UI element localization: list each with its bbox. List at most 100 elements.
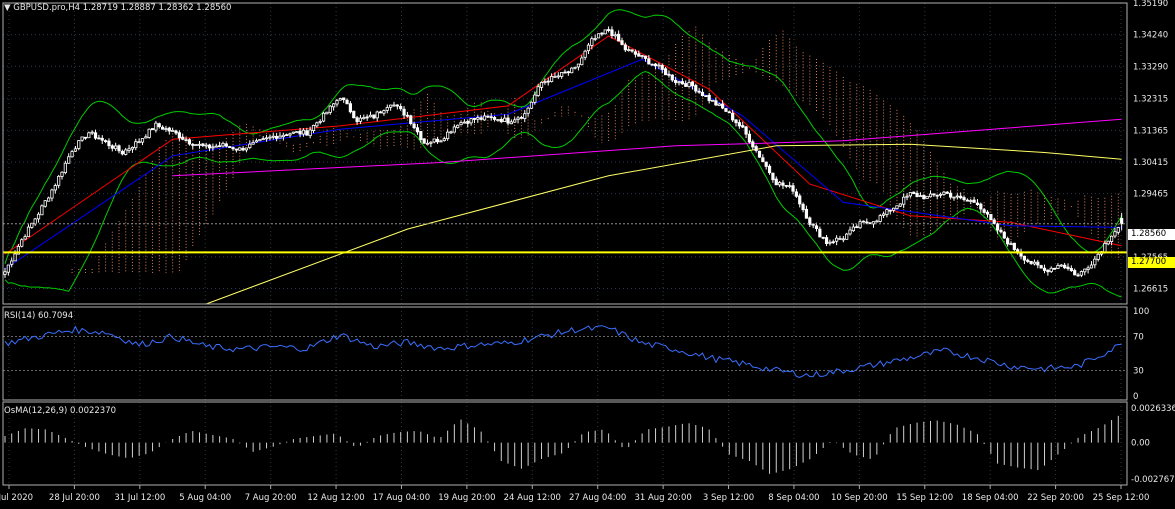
candle-body (53, 185, 57, 191)
candle-body (898, 203, 902, 207)
candle-body (83, 136, 88, 139)
candle-body (694, 85, 698, 92)
candle-body (804, 208, 809, 219)
candle-body (130, 146, 135, 150)
price-tick-label: 1.34240 (1133, 31, 1168, 41)
candle-body (603, 29, 607, 35)
candle-body (539, 82, 544, 88)
candle-body (415, 127, 420, 133)
candle-body (412, 123, 416, 129)
candle-body (670, 74, 674, 81)
candle-body (251, 142, 255, 145)
candle-body (93, 132, 98, 139)
candle-body (962, 197, 966, 201)
candle-body (553, 75, 557, 78)
candle-body (985, 211, 990, 215)
candle-body (596, 33, 601, 39)
candle-body (912, 191, 916, 195)
candle-body (556, 75, 560, 78)
candle-body (147, 128, 151, 138)
candle-body (392, 104, 396, 107)
time-tick-label: 5 Aug 04:00 (179, 493, 231, 503)
candle-body (881, 213, 886, 216)
candle-body (734, 119, 738, 124)
candle-body (26, 226, 31, 237)
candle-body (308, 129, 312, 137)
candle-body (573, 66, 577, 69)
candle-body (637, 53, 641, 57)
candle-body (43, 200, 47, 207)
candle-body (174, 130, 178, 134)
price-tick-label: 1.29465 (1133, 190, 1168, 200)
candle-body (710, 99, 715, 102)
candle-body (1032, 261, 1037, 265)
candle-body (1089, 264, 1094, 269)
candle-body (157, 123, 161, 128)
candle-body (583, 50, 587, 58)
candle-body (717, 103, 721, 106)
candle-body (761, 157, 765, 163)
candle-body (499, 119, 503, 123)
candle-body (278, 135, 282, 139)
candle-body (1009, 243, 1013, 246)
candle-body (1069, 268, 1073, 272)
candle-body (1073, 270, 1077, 276)
ma-magenta-line (172, 118, 1122, 177)
candle-body (731, 112, 735, 121)
hline-price-label[interactable]: 1.27700 (1128, 257, 1175, 268)
candle-body (258, 139, 262, 142)
candle-body (1052, 267, 1057, 270)
candle-body (724, 108, 728, 112)
candle-body (1103, 243, 1107, 253)
candle-body (184, 139, 188, 142)
candle-body (439, 140, 443, 143)
candle-body (492, 117, 497, 120)
candle-body (399, 105, 403, 110)
candle-body (965, 199, 969, 202)
candle-body (177, 132, 181, 139)
candle-body (114, 145, 118, 150)
candle-body (46, 197, 51, 202)
candle-body (261, 138, 265, 140)
candle-body (285, 134, 289, 137)
osma-tick-label: 0.0026336 (1131, 404, 1175, 414)
candle-body (727, 111, 731, 114)
candle-body (1012, 242, 1016, 250)
time-tick-label: 17 Aug 04:00 (373, 493, 430, 503)
candle-body (224, 143, 228, 147)
candle-body (667, 73, 671, 76)
time-tick-label: 28 Jul 20:00 (49, 493, 100, 503)
candle-body (533, 94, 537, 103)
candle-body (338, 98, 342, 101)
candle-body (234, 148, 238, 151)
candlestick-layer (3, 26, 1124, 278)
candle-body (841, 238, 845, 241)
candle-body (375, 111, 379, 119)
candle-body (181, 136, 185, 140)
candle-body (348, 103, 352, 113)
candle-body (858, 221, 862, 229)
candle-body (231, 147, 235, 150)
candle-body (70, 151, 74, 158)
time-tick-label: 27 Aug 04:00 (569, 493, 626, 503)
candle-body (647, 58, 651, 65)
time-tick-label: 15 Sep 12:00 (896, 493, 953, 503)
candle-body (560, 72, 564, 77)
candle-body (1006, 238, 1010, 245)
osma-layer (4, 415, 1119, 474)
candle-body (204, 144, 208, 147)
candle-body (687, 82, 691, 88)
candle-body (791, 185, 795, 192)
candle-body (794, 191, 798, 197)
candle-body (811, 223, 815, 226)
candle-body (848, 229, 852, 235)
candle-body (549, 76, 554, 82)
candle-body (1059, 264, 1063, 267)
candle-body (875, 220, 879, 223)
candle-body (33, 218, 37, 225)
price-tick-label: 1.31365 (1133, 126, 1168, 136)
candle-body (140, 138, 145, 143)
candle-body (449, 131, 453, 134)
candle-body (1076, 274, 1080, 277)
time-tick-label: 18 Sep 04:00 (962, 493, 1019, 503)
